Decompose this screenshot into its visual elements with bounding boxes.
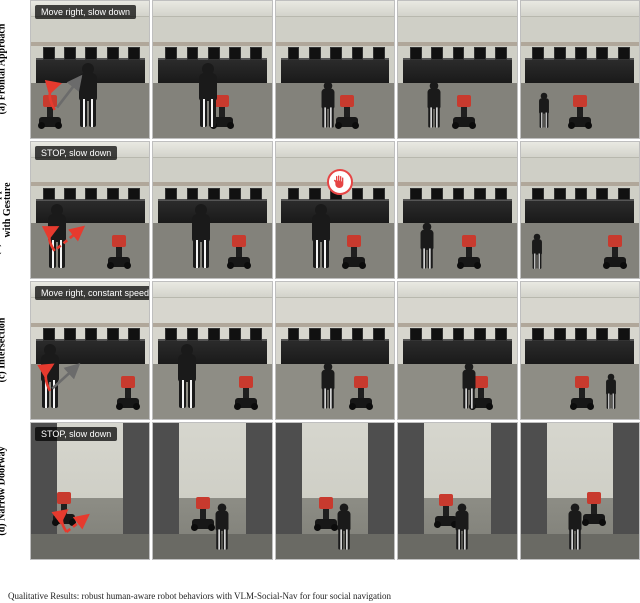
figure-grid-wrap: (a) Frontal Approach Move right, slow dow… bbox=[0, 0, 640, 580]
person-figure bbox=[75, 63, 101, 129]
person-figure bbox=[603, 374, 617, 410]
person-figure bbox=[453, 503, 472, 551]
robot-figure bbox=[343, 235, 365, 267]
frame-a-2 bbox=[152, 0, 272, 139]
frame-d-2 bbox=[152, 422, 272, 561]
person-figure bbox=[188, 204, 214, 270]
robot-figure bbox=[315, 497, 337, 529]
person-figure bbox=[37, 344, 63, 410]
robot-figure bbox=[39, 95, 61, 127]
frame-d-4 bbox=[397, 422, 517, 561]
frame-c-2 bbox=[152, 281, 272, 420]
frame-a-3 bbox=[275, 0, 395, 139]
scenario-row-c: (c) IntersectionMove right, constant spe… bbox=[30, 281, 640, 420]
person-figure bbox=[460, 363, 479, 411]
frame-b-3 bbox=[275, 141, 395, 280]
row-label-d: (d) Narrow Doorway bbox=[0, 421, 8, 561]
overlay-label-d: STOP, slow down bbox=[35, 427, 117, 441]
frame-d-5 bbox=[520, 422, 640, 561]
row-label-b: (b) Frontal Approachwith Gesture bbox=[0, 140, 13, 280]
person-figure bbox=[213, 503, 232, 551]
person-figure bbox=[319, 82, 338, 130]
robot-figure bbox=[604, 235, 626, 267]
robot-figure bbox=[458, 235, 480, 267]
person-figure bbox=[335, 503, 354, 551]
scenario-row-b: (b) Frontal Approachwith GestureSTOP, sl… bbox=[30, 141, 640, 280]
overlay-label-a: Move right, slow down bbox=[35, 5, 136, 19]
row-label-c: (c) Intersection bbox=[0, 280, 8, 420]
frame-c-1: Move right, constant speed bbox=[30, 281, 150, 420]
overlay-label-c: Move right, constant speed bbox=[35, 286, 150, 300]
frame-d-1: STOP, slow down bbox=[30, 422, 150, 561]
stop-gesture-icon bbox=[327, 169, 353, 195]
person-figure bbox=[566, 503, 585, 551]
robot-figure bbox=[583, 492, 605, 524]
robot-figure bbox=[228, 235, 250, 267]
person-figure bbox=[44, 204, 70, 270]
robot-figure bbox=[235, 376, 257, 408]
scenario-row-a: (a) Frontal ApproachMove right, slow dow… bbox=[30, 0, 640, 139]
figure-grid: (a) Frontal ApproachMove right, slow dow… bbox=[30, 0, 640, 560]
person-figure bbox=[319, 363, 338, 411]
robot-figure bbox=[571, 376, 593, 408]
person-figure bbox=[417, 222, 436, 270]
robot-figure bbox=[569, 95, 591, 127]
figure-caption-fragment: Qualitative Results: robust human-aware … bbox=[8, 591, 391, 601]
frame-a-1: Move right, slow down bbox=[30, 0, 150, 139]
frame-c-4 bbox=[397, 281, 517, 420]
person-figure bbox=[174, 344, 200, 410]
frame-b-2 bbox=[152, 141, 272, 280]
frame-b-5 bbox=[520, 141, 640, 280]
frame-a-5 bbox=[520, 0, 640, 139]
frame-c-5 bbox=[520, 281, 640, 420]
scenario-row-d: (d) Narrow DoorwaySTOP, slow down bbox=[30, 422, 640, 561]
frame-d-3 bbox=[275, 422, 395, 561]
frame-c-3 bbox=[275, 281, 395, 420]
frame-b-1: STOP, slow down bbox=[30, 141, 150, 280]
person-figure bbox=[537, 93, 551, 129]
person-figure bbox=[308, 204, 334, 270]
robot-figure bbox=[192, 497, 214, 529]
robot-figure bbox=[117, 376, 139, 408]
person-figure bbox=[530, 234, 544, 270]
robot-figure bbox=[108, 235, 130, 267]
robot-figure bbox=[350, 376, 372, 408]
person-figure bbox=[195, 63, 221, 129]
overlay-label-b: STOP, slow down bbox=[35, 146, 117, 160]
person-figure bbox=[424, 82, 443, 130]
robot-figure bbox=[53, 492, 75, 524]
row-label-a: (a) Frontal Approach bbox=[0, 0, 8, 139]
robot-figure bbox=[453, 95, 475, 127]
frame-b-4 bbox=[397, 141, 517, 280]
robot-figure bbox=[336, 95, 358, 127]
frame-a-4 bbox=[397, 0, 517, 139]
